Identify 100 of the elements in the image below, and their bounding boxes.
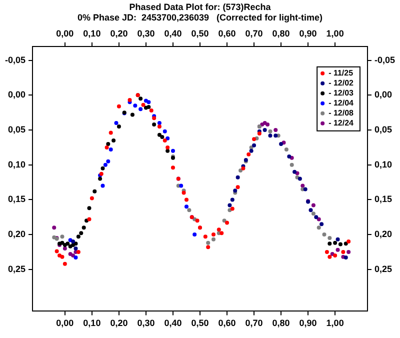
point	[328, 236, 332, 240]
point	[162, 138, 167, 142]
point	[166, 148, 170, 153]
y-tick-label: 0,20	[8, 229, 26, 240]
point	[98, 176, 102, 181]
y2-tick-label: 0,15	[374, 194, 392, 204]
point	[100, 184, 105, 188]
x2-tick-label: 0,30	[137, 28, 155, 38]
x2-tick-label: 0,00	[56, 28, 74, 38]
x-tick-label: 0,90	[299, 318, 317, 328]
point	[184, 204, 188, 209]
y2-tick-label: 0,20	[374, 229, 392, 240]
point	[133, 104, 138, 108]
point	[71, 240, 76, 244]
point	[112, 138, 116, 142]
point	[274, 134, 278, 138]
x-tick-label: 0,60	[218, 318, 236, 328]
point	[316, 217, 321, 222]
point	[268, 134, 272, 138]
point	[212, 237, 216, 242]
x2-tick-label: 0,90	[299, 28, 317, 38]
point	[187, 208, 192, 212]
point	[146, 105, 151, 110]
point	[338, 242, 342, 246]
point	[324, 250, 329, 254]
point	[320, 222, 324, 226]
point	[216, 228, 221, 232]
point	[76, 250, 80, 254]
point	[230, 206, 234, 211]
point	[114, 121, 118, 126]
point	[160, 134, 164, 139]
point	[287, 154, 292, 158]
point	[246, 152, 251, 156]
point	[108, 148, 113, 152]
point	[311, 212, 316, 216]
y2-tick-label: 0,25	[374, 264, 392, 274]
point	[116, 104, 121, 108]
point	[266, 122, 270, 126]
point	[274, 128, 278, 132]
y-tick-label: 0,05	[8, 124, 26, 135]
point	[212, 232, 216, 237]
point	[311, 203, 316, 208]
point	[170, 148, 175, 153]
point	[179, 184, 184, 188]
point	[157, 132, 162, 137]
point	[341, 250, 346, 254]
chart-subtitle: 0% Phase JD: 2453700,236039 (Corrected for light-time)	[77, 12, 323, 23]
point	[284, 148, 288, 152]
x2-tick-label: 1,00	[326, 28, 344, 38]
x-tick-label: 0,10	[83, 318, 101, 328]
x2-tick-label: 0,70	[245, 28, 263, 38]
point	[100, 166, 105, 170]
x2-tick-label: 0,80	[272, 28, 290, 38]
point	[268, 129, 272, 134]
x-tick-label: 0,70	[245, 318, 263, 328]
point	[236, 185, 240, 190]
point	[60, 234, 64, 239]
point	[322, 232, 326, 237]
point	[249, 145, 254, 150]
point	[90, 196, 94, 200]
y-tick-label: 0,00	[8, 90, 26, 100]
point	[192, 232, 197, 237]
point	[79, 231, 84, 236]
point	[222, 218, 226, 223]
point	[225, 220, 230, 225]
x-tick-label: 0,30	[137, 318, 155, 328]
point	[300, 184, 305, 188]
legend-label: - 12/04	[328, 98, 354, 108]
point	[203, 234, 208, 239]
point	[336, 248, 340, 252]
point	[303, 187, 308, 192]
point	[66, 242, 70, 246]
x2-tick-label: 0,40	[164, 28, 182, 38]
point	[74, 256, 78, 260]
point	[228, 203, 232, 208]
point	[346, 240, 351, 244]
x-tick-label: 0,80	[272, 318, 290, 328]
point	[314, 215, 318, 220]
point	[74, 246, 78, 250]
point	[106, 142, 110, 146]
point	[130, 112, 134, 117]
point	[62, 262, 67, 266]
point	[152, 122, 156, 126]
point	[184, 198, 188, 202]
point	[344, 256, 348, 260]
x2-tick-label: 0,50	[191, 28, 209, 38]
point	[333, 253, 338, 258]
point	[92, 189, 97, 194]
point	[206, 245, 210, 250]
x2-tick-label: 0,10	[83, 28, 101, 38]
y-tick-label: 0,15	[8, 194, 26, 204]
point	[76, 234, 80, 239]
point	[249, 148, 254, 153]
point	[298, 176, 302, 181]
point	[206, 240, 210, 245]
y2-tick-label: 0,05	[374, 124, 392, 135]
y2-tick-label: -0,05	[374, 54, 395, 65]
chart-title: Phased Data Plot for: (573)Recha	[129, 2, 272, 12]
point	[52, 226, 56, 230]
point	[328, 242, 332, 246]
